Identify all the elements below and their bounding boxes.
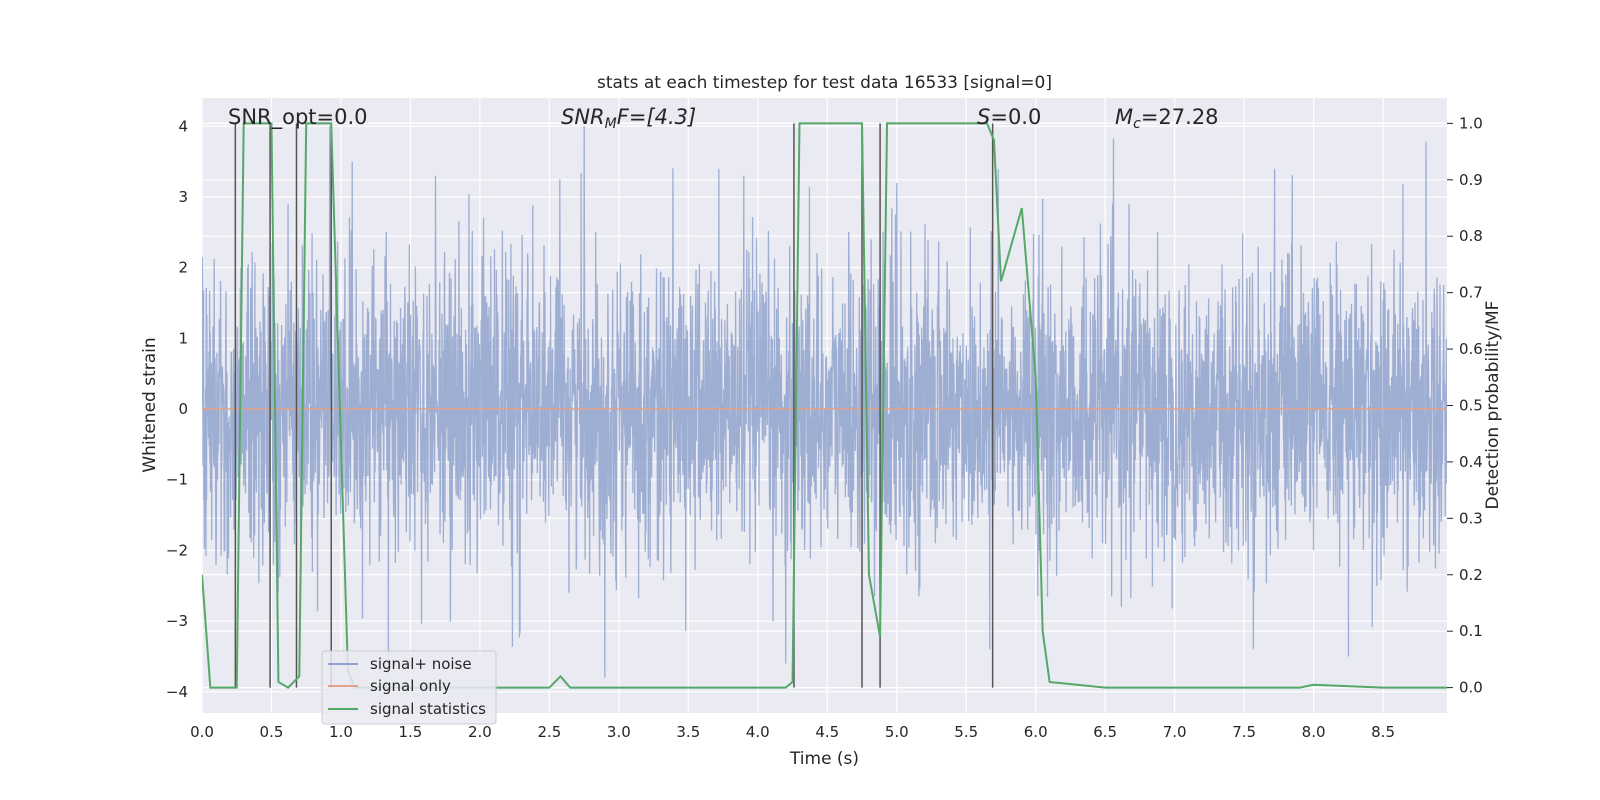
x-tick-label: 0.5 — [260, 723, 284, 741]
x-axis-label: Time (s) — [789, 749, 859, 769]
y-tick-label-right: 0.6 — [1459, 340, 1483, 358]
x-tick-label: 6.5 — [1093, 723, 1117, 741]
signal-noise-line — [202, 126, 1447, 678]
y-tick-label-left: 1 — [178, 329, 188, 347]
y-tick-label-right: 1.0 — [1459, 114, 1483, 132]
y-tick-label-right: 0.0 — [1459, 679, 1483, 697]
x-tick-label: 7.0 — [1163, 723, 1187, 741]
vertical-lines — [234, 123, 994, 688]
annotation-mc-prefix: M — [1115, 105, 1133, 129]
y-tick-label-right: 0.8 — [1459, 227, 1483, 245]
annotation-snr-mf-prefix: SNR — [561, 105, 605, 129]
signal-statistics-line — [202, 122, 1447, 689]
y-tick-labels-right: 0.0 0.1 0.2 0.3 0.4 0.5 0.6 0.7 0.8 0.9 1.0 — [1447, 114, 1483, 697]
annotation-s-prefix: S — [977, 105, 990, 129]
x-tick-labels: 0.0 0.5 1.0 1.5 2.0 2.5 3.0 3.5 4.0 4.5 5.0 5.5 6.0 6… — [190, 723, 1395, 741]
x-tick-label: 5.0 — [885, 723, 909, 741]
y-tick-label-left: −4 — [166, 683, 188, 701]
x-tick-label: 1.5 — [398, 723, 422, 741]
y-tick-label-right: 0.9 — [1459, 171, 1483, 189]
x-tick-label: 4.5 — [815, 723, 839, 741]
y-axis-label-right: Detection probability/MF — [1483, 301, 1503, 510]
x-tick-label: 7.5 — [1232, 723, 1256, 741]
annotation-mc-sub: c — [1133, 116, 1141, 132]
x-tick-label: 2.0 — [468, 723, 492, 741]
annotation-mc: Mc=27.28 — [1115, 105, 1219, 132]
y-tick-label-left: −3 — [166, 612, 188, 630]
x-tick-label: 6.0 — [1024, 723, 1048, 741]
x-tick-label: 3.0 — [607, 723, 631, 741]
legend: signal+ noise signal only signal statist… — [321, 650, 497, 725]
series-signal-noise — [202, 126, 1447, 678]
annotation-snr-mf-suffix: F=[4.3] — [617, 105, 696, 129]
annotation-mc-suffix: =27.28 — [1141, 105, 1219, 129]
annotation-snr-opt: SNR_opt=0.0 — [228, 105, 368, 130]
x-tick-label: 8.5 — [1371, 723, 1395, 741]
legend-label-signal-only: signal only — [370, 677, 451, 695]
y-tick-label-left: 2 — [178, 259, 188, 277]
y-tick-label-left: 0 — [178, 400, 188, 418]
y-tick-label-right: 0.2 — [1459, 566, 1483, 584]
x-tick-label: 1.0 — [329, 723, 353, 741]
y-tick-label-left: 3 — [178, 188, 188, 206]
y-tick-label-left: 4 — [178, 117, 188, 135]
annotation-s: S=0.0 — [977, 105, 1041, 129]
annotation-s-suffix: =0.0 — [990, 105, 1041, 129]
annotation-snr-mf-sub: M — [605, 116, 617, 132]
y-tick-label-left: −1 — [166, 471, 188, 489]
y-tick-labels-left: −4 −3 −2 −1 0 1 2 3 4 — [166, 117, 188, 701]
legend-label-signal-noise: signal+ noise — [370, 655, 472, 673]
y-axis-label-left: Whitened strain — [140, 337, 160, 472]
x-tick-label: 5.5 — [954, 723, 978, 741]
y-tick-label-right: 0.4 — [1459, 453, 1483, 471]
y-tick-label-right: 0.7 — [1459, 284, 1483, 302]
x-tick-label: 2.5 — [537, 723, 561, 741]
y-tick-label-right: 0.5 — [1459, 397, 1483, 415]
x-tick-label: 4.0 — [746, 723, 770, 741]
x-tick-label: 3.5 — [676, 723, 700, 741]
series-signal-statistics — [202, 122, 1447, 689]
y-tick-label-right: 0.3 — [1459, 509, 1483, 527]
y-tick-label-right: 0.1 — [1459, 622, 1483, 640]
y-tick-label-left: −2 — [166, 541, 188, 559]
x-tick-label: 8.0 — [1302, 723, 1326, 741]
chart-title: stats at each timestep for test data 165… — [597, 73, 1052, 93]
legend-box — [321, 650, 497, 725]
annotation-snr-mf: SNRMF=[4.3] — [561, 105, 696, 132]
x-tick-label: 0.0 — [190, 723, 214, 741]
legend-label-signal-statistics: signal statistics — [370, 700, 486, 718]
